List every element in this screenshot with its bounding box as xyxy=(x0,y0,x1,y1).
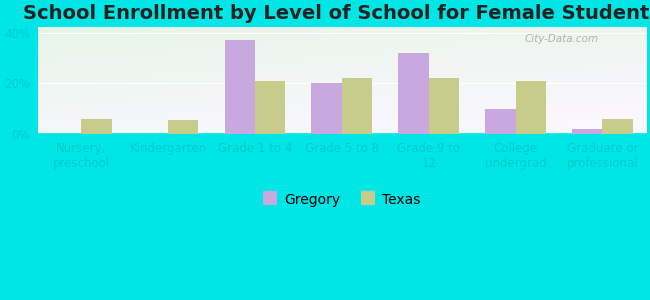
Bar xyxy=(603,119,633,134)
Legend: Gregory, Texas: Gregory, Texas xyxy=(256,186,427,214)
Bar xyxy=(255,81,285,134)
Bar xyxy=(224,40,255,134)
Bar xyxy=(572,129,603,134)
Bar xyxy=(398,53,429,134)
Bar xyxy=(429,78,459,134)
Bar xyxy=(168,120,198,134)
Bar xyxy=(81,119,112,134)
Bar xyxy=(515,81,546,134)
Bar xyxy=(342,78,372,134)
Title: School Enrollment by Level of School for Female Students: School Enrollment by Level of School for… xyxy=(23,4,650,23)
Text: City-Data.com: City-Data.com xyxy=(525,34,599,44)
Bar xyxy=(311,83,342,134)
Bar xyxy=(485,109,515,134)
